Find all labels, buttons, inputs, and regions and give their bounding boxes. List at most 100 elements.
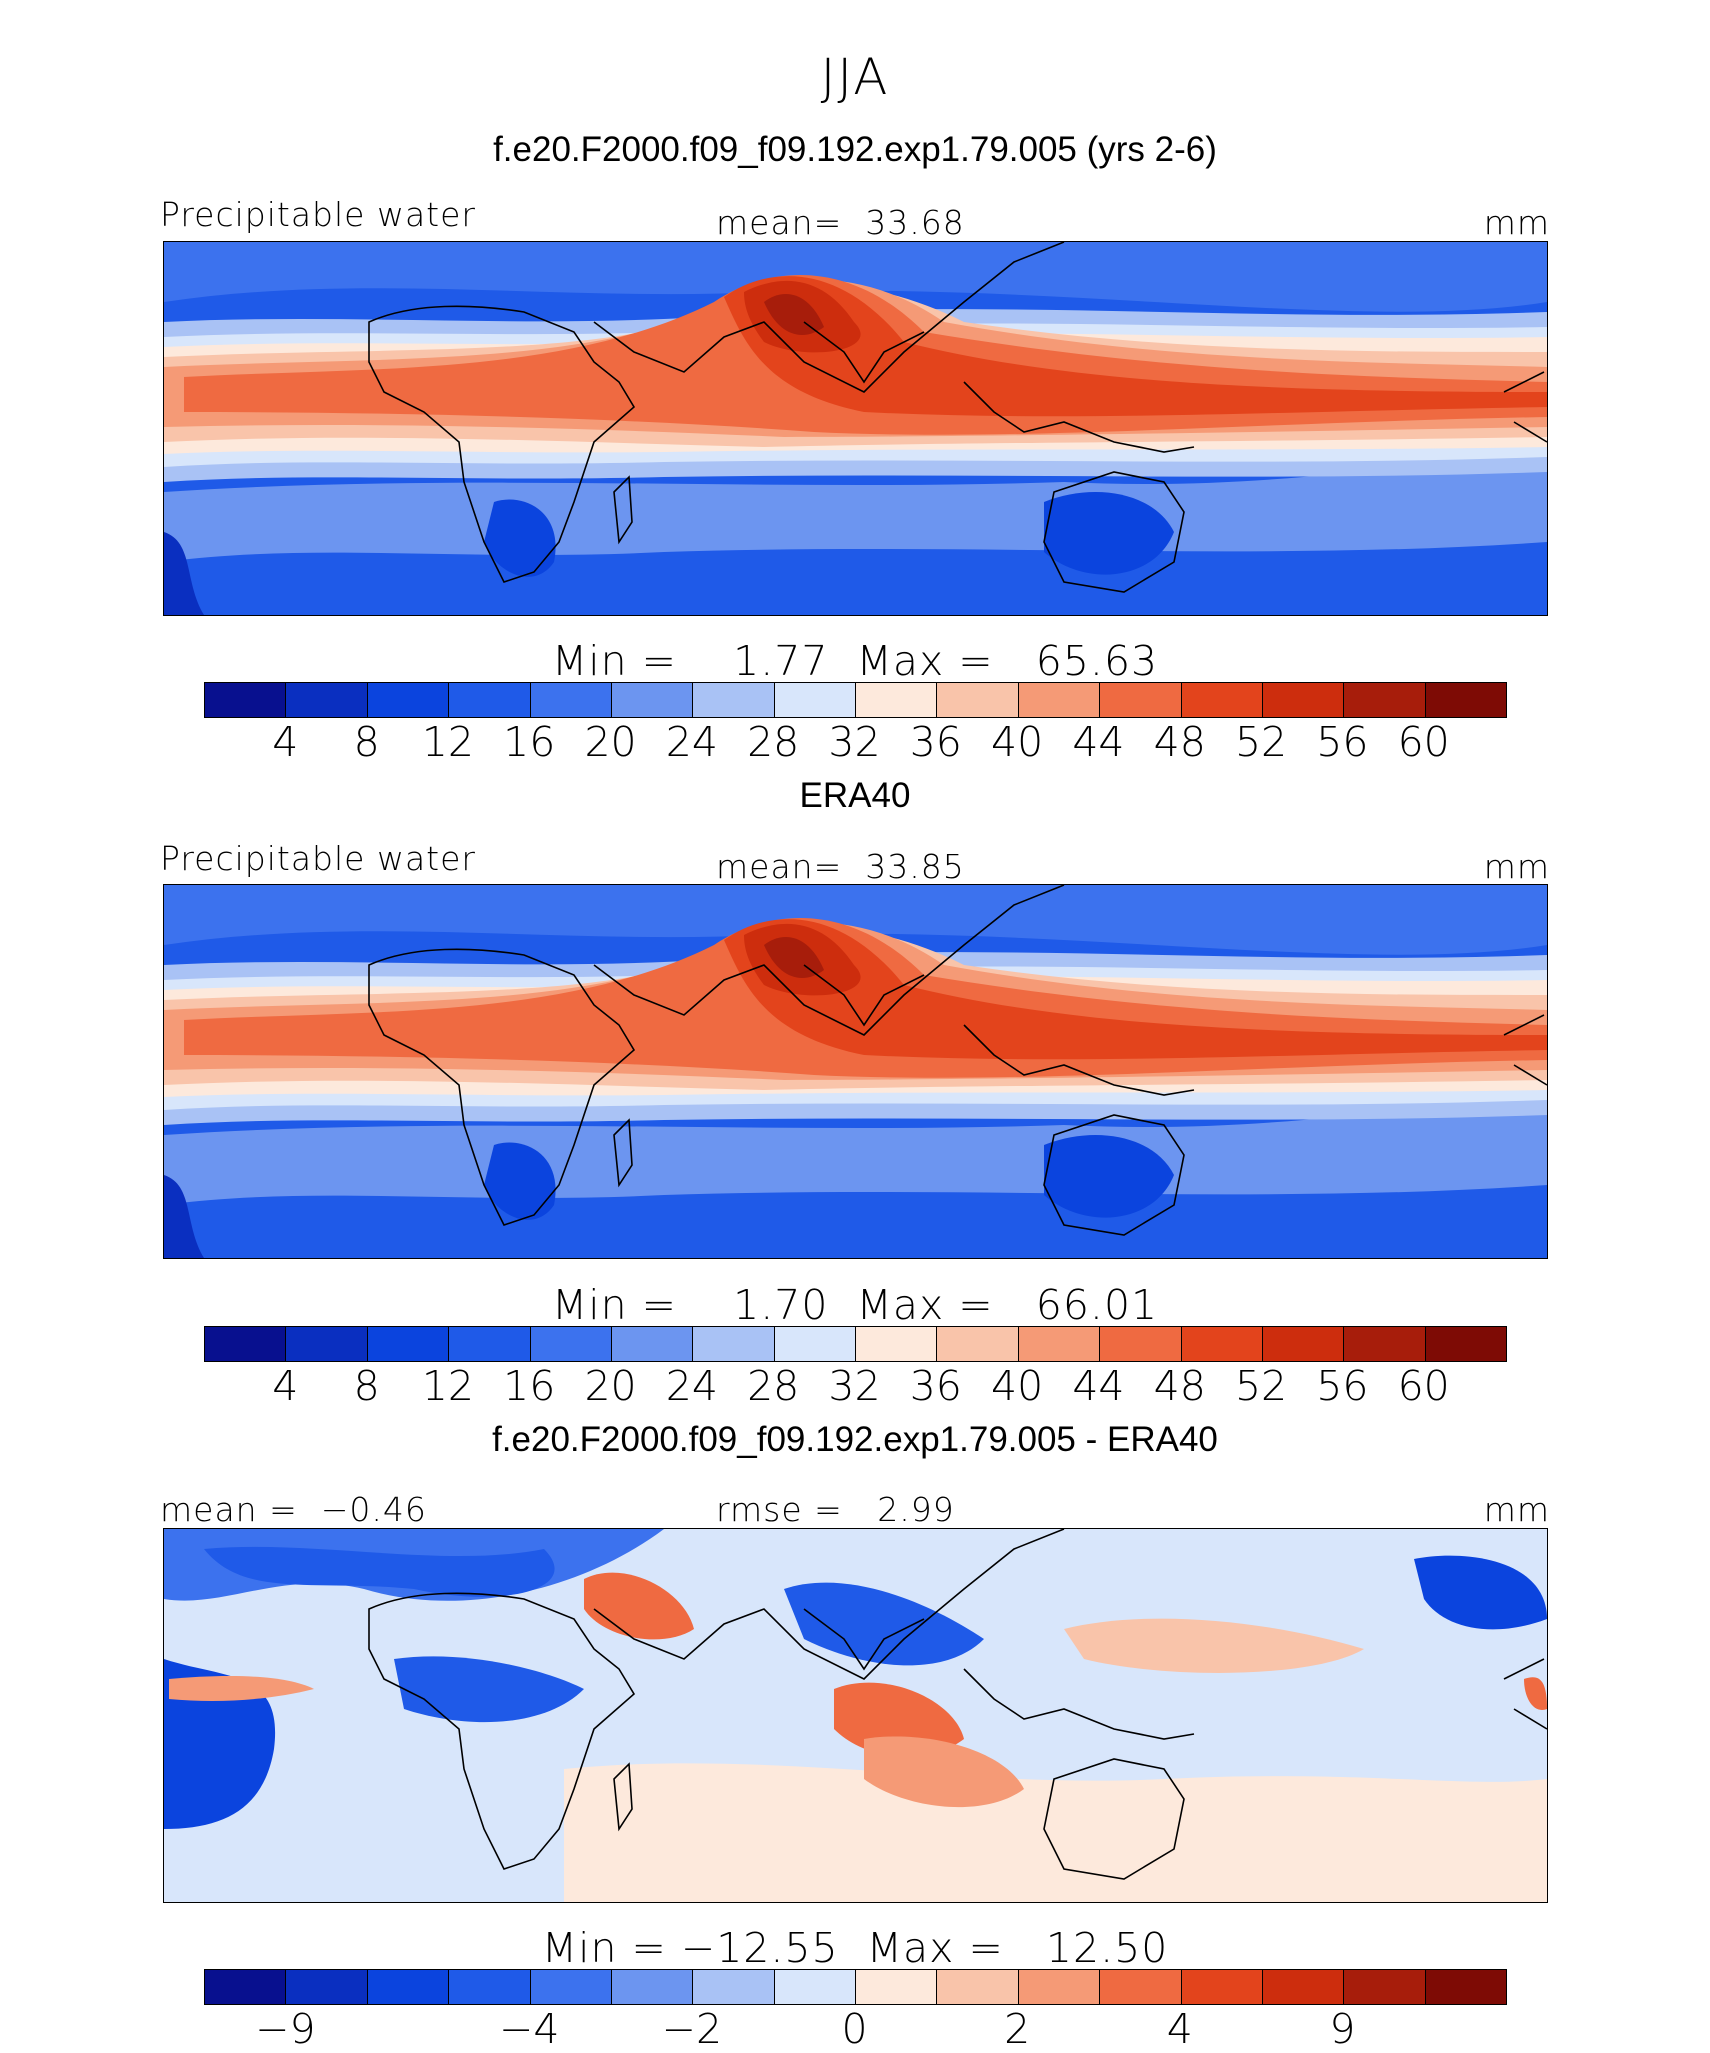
coastline	[593, 885, 1065, 1036]
panel-2-variable-label: Precipitable water	[160, 839, 476, 878]
contour-band	[1414, 1555, 1547, 1630]
colorbar-box	[205, 1327, 287, 1361]
panel-1-variable-label: Precipitable water	[160, 195, 476, 234]
colorbar-tick-label: 56	[1316, 1362, 1369, 1410]
coastline	[613, 475, 633, 545]
colorbar-box	[1262, 1327, 1345, 1361]
contour-band	[1044, 1135, 1174, 1218]
colorbar-tick-label: 4	[272, 1362, 299, 1410]
colorbar-box	[1425, 1970, 1506, 2004]
colorbar-tick-label: 60	[1397, 1362, 1450, 1410]
contour-band	[484, 1142, 556, 1220]
coastline	[368, 305, 636, 583]
colorbar-tick-label: 32	[828, 1362, 881, 1410]
colorbar-tick-label: 44	[1072, 1362, 1125, 1410]
panel-2-colorbar-ticks: 4 8 12 16 20 24 28 32 36 40 44 48 52 56 60	[204, 1362, 1505, 1410]
colorbar-box	[530, 683, 612, 717]
colorbar-box	[611, 683, 694, 717]
colorbar-tick-label: 36	[909, 718, 962, 766]
colorbar-tick-label: −9	[255, 2005, 316, 2053]
colorbar-box	[286, 1327, 368, 1361]
panel-1-field	[164, 242, 1547, 615]
colorbar-box	[1262, 1970, 1345, 2004]
colorbar-box	[449, 1327, 531, 1361]
contour-band	[484, 499, 556, 577]
colorbar-tick-label: 8	[353, 1362, 380, 1410]
contour-band	[164, 1175, 204, 1258]
panel-1-colorbar	[204, 682, 1507, 718]
colorbar-box	[774, 683, 856, 717]
colorbar-box	[1100, 683, 1182, 717]
colorbar-box	[937, 1327, 1019, 1361]
panel-2-units-label: mm	[1483, 847, 1550, 886]
colorbar-box	[693, 1327, 775, 1361]
panel-3-colorbar	[204, 1969, 1507, 2005]
panel-2-title: ERA40	[799, 776, 911, 815]
panel-2-minmax: Min = 1.70 Max = 66.01	[551, 1281, 1159, 1329]
coastline	[803, 1608, 925, 1671]
colorbar-box	[1425, 1327, 1506, 1361]
colorbar-box	[611, 1327, 694, 1361]
colorbar-tick-label: 12	[421, 1362, 475, 1410]
panel-1-units-label: mm	[1483, 203, 1550, 242]
colorbar-tick-label: 28	[747, 1362, 800, 1410]
contour-band	[764, 294, 824, 335]
contour-band	[164, 885, 1547, 955]
colorbar-tick-label: 32	[828, 718, 881, 766]
coastline	[1513, 1064, 1547, 1086]
coastline	[368, 1592, 636, 1870]
colorbar-box	[1181, 1327, 1263, 1361]
coastline	[1043, 1758, 1185, 1880]
panel-1-colorbar-ticks: 4 8 12 16 20 24 28 32 36 40 44 48 52 56 60	[204, 718, 1505, 766]
contour-band	[724, 919, 1547, 1060]
contour-band	[724, 276, 1547, 417]
colorbar-box	[1018, 1327, 1101, 1361]
panel-3-title: f.e20.F2000.f09_f09.192.exp1.79.005 - ER…	[492, 1420, 1218, 1459]
colorbar-box	[1018, 683, 1101, 717]
colorbar-box	[1344, 683, 1426, 717]
coastline	[613, 1118, 633, 1188]
colorbar-tick-label: 12	[421, 718, 475, 766]
colorbar-box	[367, 1327, 450, 1361]
colorbar-box	[1100, 1970, 1182, 2004]
contour-band	[164, 242, 1547, 312]
colorbar-box	[1018, 1970, 1101, 2004]
colorbar-tick-label: 0	[841, 2005, 868, 2053]
colorbar-tick-label: 48	[1153, 718, 1206, 766]
colorbar-box	[774, 1327, 856, 1361]
contour-band	[394, 1656, 584, 1723]
coastline	[963, 381, 1195, 453]
coastline	[963, 1668, 1195, 1740]
colorbar-tick-label: 40	[991, 1362, 1044, 1410]
contour-band	[204, 1546, 555, 1597]
coastline	[1513, 1708, 1547, 1730]
colorbar-tick-label: 52	[1234, 1362, 1288, 1410]
colorbar-box	[449, 1970, 531, 2004]
panel-2-map	[163, 884, 1548, 1259]
colorbar-box	[1425, 683, 1506, 717]
panel-3-units-label: mm	[1483, 1490, 1550, 1529]
coastline	[593, 242, 1065, 393]
colorbar-tick-label: 24	[665, 1362, 718, 1410]
colorbar-tick-label: 4	[1166, 2005, 1193, 2053]
colorbar-box	[1181, 683, 1263, 717]
colorbar-tick-label: 28	[747, 718, 800, 766]
colorbar-box	[856, 1970, 938, 2004]
contour-band	[164, 1659, 276, 1829]
colorbar-tick-label: 4	[272, 718, 299, 766]
contour-band	[784, 1582, 984, 1666]
colorbar-tick-label: 16	[503, 718, 556, 766]
contour-band	[1524, 1677, 1547, 1710]
panel-3-colorbar-ticks: −9 −4 −2 0 2 4 9	[204, 2005, 1505, 2053]
coastline	[803, 321, 925, 384]
colorbar-box	[693, 683, 775, 717]
coastline	[803, 964, 925, 1027]
coastline	[1503, 1658, 1545, 1680]
contour-band	[1044, 492, 1174, 575]
colorbar-tick-label: −2	[661, 2005, 723, 2053]
colorbar-tick-label: 56	[1316, 718, 1369, 766]
contour-band	[169, 1676, 314, 1701]
coastline	[613, 1762, 633, 1832]
panel-1-title: f.e20.F2000.f09_f09.192.exp1.79.005 (yrs…	[493, 130, 1217, 169]
coastline	[1043, 1114, 1185, 1236]
